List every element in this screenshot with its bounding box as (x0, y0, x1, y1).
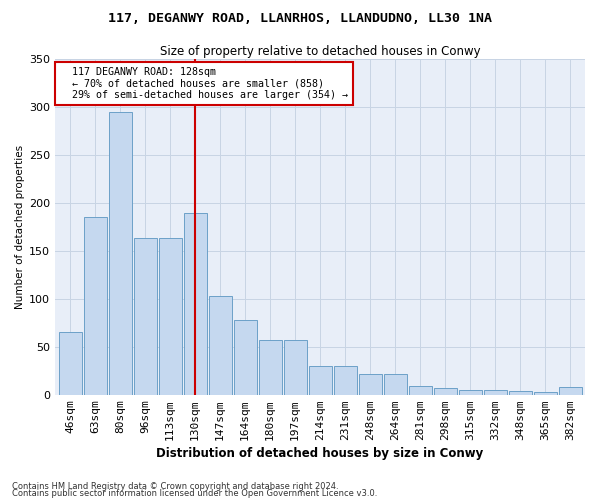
Bar (233, 320, 257, 394)
Bar (458, 390, 482, 394)
Bar (509, 391, 532, 394)
Text: Contains HM Land Registry data © Crown copyright and database right 2024.: Contains HM Land Registry data © Crown c… (12, 482, 338, 491)
Bar (409, 386, 431, 394)
Bar (533, 392, 557, 394)
Bar (184, 212, 206, 394)
Text: 117 DEGANWY ROAD: 128sqm
  ← 70% of detached houses are smaller (858)
  29% of s: 117 DEGANWY ROAD: 128sqm ← 70% of detach… (60, 67, 348, 100)
Bar (434, 388, 457, 394)
Bar (359, 374, 382, 394)
Bar (308, 366, 332, 394)
Bar (134, 238, 157, 394)
Bar (83, 218, 107, 394)
X-axis label: Distribution of detached houses by size in Conwy: Distribution of detached houses by size … (157, 447, 484, 460)
Bar (158, 238, 182, 394)
Bar (383, 374, 407, 394)
Bar (484, 390, 506, 394)
Y-axis label: Number of detached properties: Number of detached properties (15, 145, 25, 309)
Bar (334, 366, 356, 394)
Bar (559, 387, 581, 394)
Text: 117, DEGANWY ROAD, LLANRHOS, LLANDUDNO, LL30 1NA: 117, DEGANWY ROAD, LLANRHOS, LLANDUDNO, … (108, 12, 492, 26)
Bar (59, 332, 82, 394)
Text: Contains public sector information licensed under the Open Government Licence v3: Contains public sector information licen… (12, 489, 377, 498)
Bar (109, 112, 131, 395)
Bar (284, 340, 307, 394)
Bar (259, 340, 281, 394)
Title: Size of property relative to detached houses in Conwy: Size of property relative to detached ho… (160, 45, 481, 58)
Bar (209, 296, 232, 394)
